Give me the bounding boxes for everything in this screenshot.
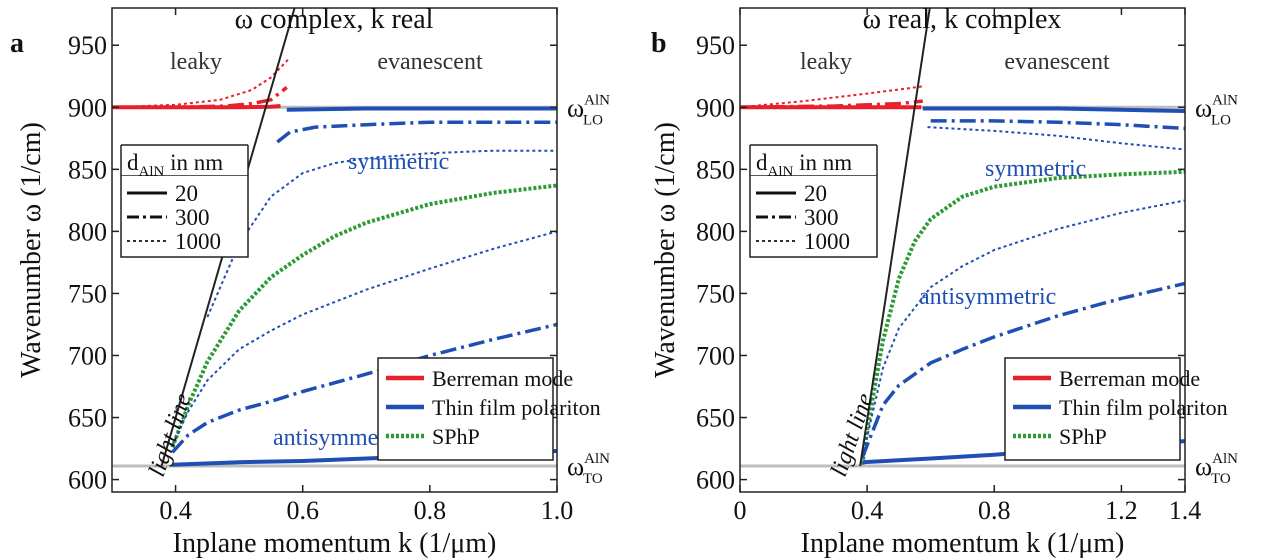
series-line-sphp-dotted (170, 183, 557, 449)
series-line-thin-film-polariton-dotted (206, 149, 557, 318)
y-tick-label: 650 (696, 404, 735, 433)
x-tick-label: 0.6 (286, 496, 319, 525)
x-axis-title: Inplane momentum k (1/μm) (801, 528, 1125, 559)
y-tick-label: 750 (68, 279, 107, 308)
x-tick-label: 0.8 (414, 496, 447, 525)
thickness-legend-label-1000: 1000 (804, 229, 850, 254)
series-line-thin-film-polariton-dashdot (276, 120, 557, 144)
reference-label-lo: ωAlN LO (1195, 92, 1238, 128)
thickness-legend-label-20: 20 (175, 181, 198, 206)
x-tick-label: 1.2 (1105, 496, 1138, 525)
region-label-evanescent: evanescent (377, 49, 483, 75)
thickness-legend-title: dAlN in nm (756, 150, 852, 180)
y-tick-label: 800 (696, 217, 735, 246)
panel-label: b (651, 28, 667, 59)
series-line-thin-film-polariton-dotted (171, 230, 557, 446)
y-tick-label: 650 (68, 404, 107, 433)
region-label-leaky: leaky (170, 49, 222, 75)
x-tick-label: 0.4 (851, 496, 884, 525)
series-line-berreman-mode-dashdot (112, 86, 288, 110)
y-axis-title: Wavenumber ω (1/cm) (16, 122, 47, 378)
series-line-thin-film-polariton-dashdot (860, 281, 1185, 458)
y-tick-label: 850 (696, 155, 735, 184)
series-line-thin-film-polariton-dashdot (930, 119, 1185, 131)
thickness-legend-box (749, 174, 878, 258)
series-line-berreman-mode-dotted (740, 85, 925, 109)
reference-label-to: ωAlN TO (567, 451, 610, 487)
y-tick-label: 900 (696, 93, 735, 122)
series-line-thin-film-polariton-solid (922, 106, 1185, 113)
reference-label-lo: ωAlN LO (567, 92, 610, 128)
panel-label: a (10, 28, 24, 59)
thickness-legend-label-300: 300 (804, 205, 839, 230)
y-tick-label: 950 (696, 31, 735, 60)
y-tick-label: 750 (696, 279, 735, 308)
plot-frame (111, 7, 558, 493)
light-line (859, 8, 931, 467)
series-line-thin-film-polariton-solid (286, 106, 557, 112)
series-line-thin-film-polariton-dashdot (171, 322, 557, 454)
thickness-legend-title-bg (121, 145, 248, 175)
y-tick-label: 800 (68, 217, 107, 246)
series-line-berreman-mode-dotted (112, 56, 291, 109)
mode-legend: Berreman mode Thin film polariton SPhP (1004, 357, 1228, 461)
thickness-legend-title-bg (750, 145, 877, 175)
chart-panel-a: 600 650 700 750 800 850 900 950 0.4 0.6 0.8 1.0 Inpl… (10, 4, 610, 559)
x-tick-label: 0.4 (159, 496, 192, 525)
mode-legend-label-berreman-mode: Berreman mode (1059, 366, 1200, 391)
y-tick-label: 700 (696, 341, 735, 370)
series-line-thin-film-polariton-dotted (927, 126, 1185, 151)
thickness-legend-label-300: 300 (175, 205, 210, 230)
annotation-symmetric: symmetric (348, 149, 449, 175)
x-tick-label: 1.4 (1169, 496, 1202, 525)
y-axis-title: Wavenumber ω (1/cm) (650, 122, 681, 378)
x-axis-title: Inplane momentum k (1/μm) (173, 528, 497, 559)
mode-legend-label-sphp: SPhP (1059, 424, 1107, 449)
mode-legend: Berreman mode Thin film polariton SPhP (377, 357, 601, 461)
series-line-thin-film-polariton-dotted (861, 199, 1185, 458)
y-tick-label: 850 (68, 155, 107, 184)
y-tick-label: 600 (68, 466, 107, 495)
series-group (112, 56, 557, 467)
y-tick-label: 700 (68, 341, 107, 370)
mode-legend-label-berreman-mode: Berreman mode (432, 366, 573, 391)
thickness-legend-label-20: 20 (804, 181, 827, 206)
region-label-leaky: leaky (800, 49, 852, 75)
annotation-antisymmetric: antisymmetric (919, 284, 1056, 310)
thickness-legend-title: dAlN in nm (127, 150, 223, 180)
y-tick-label: 900 (68, 93, 107, 122)
y-tick-label: 600 (696, 466, 735, 495)
series-line-berreman-mode-dashdot (740, 99, 923, 110)
y-tick-label: 950 (68, 31, 107, 60)
chart-title: ω real, k complex (863, 4, 1062, 35)
series-line-sphp-dotted (860, 169, 1185, 465)
chart-panel-b: 600 650 700 750 800 850 900 950 0 0.4 0.8 1.2 1.4 Inp… (650, 4, 1238, 559)
chart-title: ω complex, k real (235, 4, 434, 35)
thickness-legend-label-1000: 1000 (175, 229, 221, 254)
annotation-symmetric: symmetric (985, 156, 1086, 182)
mode-legend-label-thin-film-polariton: Thin film polariton (432, 395, 601, 420)
region-label-evanescent: evanescent (1004, 49, 1110, 75)
plot-frame (739, 7, 1186, 493)
x-tick-label: 0.8 (978, 496, 1011, 525)
x-tick-label: 1.0 (541, 496, 574, 525)
x-tick-label: 0 (734, 496, 747, 525)
mode-legend-label-sphp: SPhP (432, 424, 480, 449)
mode-legend-label-thin-film-polariton: Thin film polariton (1059, 395, 1228, 420)
reference-label-to: ωAlN TO (1195, 451, 1238, 487)
